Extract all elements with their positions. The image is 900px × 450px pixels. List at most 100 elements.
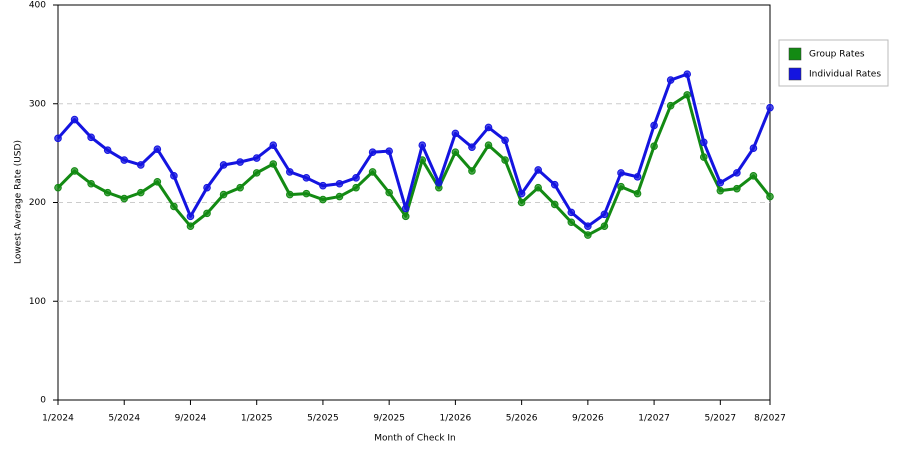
data-point: [401, 204, 410, 213]
data-point: [617, 182, 625, 191]
data-point: [401, 212, 410, 221]
data-point: [501, 156, 509, 164]
data-point: [534, 183, 542, 192]
data-point: [650, 121, 658, 130]
data-point: [517, 198, 526, 207]
data-point: [236, 183, 244, 192]
data-point: [733, 184, 741, 193]
data-point: [451, 129, 460, 138]
data-point: [153, 145, 162, 153]
data-point: [103, 188, 112, 197]
data-point: [352, 183, 360, 192]
data-point: [468, 143, 476, 151]
data-point: [170, 202, 178, 211]
x-tick-label: 5/2024: [108, 414, 140, 424]
data-point: [136, 161, 145, 169]
x-tick-label: 1/2025: [241, 414, 273, 424]
data-point: [633, 173, 642, 181]
data-point: [699, 153, 708, 161]
data-point: [550, 180, 559, 189]
data-point: [385, 188, 393, 197]
y-tick-label: 300: [29, 99, 46, 109]
data-point: [236, 158, 244, 166]
data-point: [203, 209, 211, 218]
data-point: [550, 200, 559, 209]
data-point: [451, 148, 460, 156]
y-tick-label: 0: [40, 396, 46, 406]
data-point: [418, 141, 427, 150]
data-point: [633, 189, 642, 198]
data-point: [501, 136, 509, 145]
x-tick-label: 1/2026: [440, 414, 472, 424]
data-point: [286, 168, 294, 176]
legend-label: Individual Rates: [809, 70, 881, 80]
x-tick-label: 9/2025: [373, 414, 405, 424]
data-point: [385, 147, 393, 155]
data-point: [666, 76, 675, 84]
data-point: [136, 188, 145, 197]
data-point: [219, 190, 228, 199]
data-point: [567, 208, 576, 217]
y-tick-label: 200: [29, 198, 46, 208]
data-point: [286, 190, 294, 199]
data-point: [584, 222, 592, 230]
data-point: [153, 177, 162, 186]
data-point: [186, 222, 195, 230]
data-point: [584, 231, 592, 239]
data-point: [252, 154, 261, 162]
data-point: [733, 169, 741, 177]
data-point: [352, 174, 360, 182]
data-point: [534, 166, 542, 174]
data-point: [269, 160, 278, 168]
data-point: [666, 101, 675, 110]
data-point: [87, 133, 95, 142]
x-tick-label: 9/2024: [175, 414, 207, 424]
y-tick-label: 100: [29, 297, 46, 307]
legend-swatch: [788, 67, 802, 81]
data-point: [186, 212, 195, 221]
data-point: [484, 123, 493, 132]
x-tick-label: 9/2026: [572, 414, 604, 424]
data-point: [617, 169, 625, 177]
data-point: [120, 156, 129, 164]
data-point: [335, 192, 344, 201]
data-point: [70, 167, 79, 175]
x-tick-label: 5/2027: [704, 414, 736, 424]
data-point: [87, 179, 95, 188]
data-point: [650, 142, 658, 151]
data-point: [302, 174, 311, 182]
series-line: [56, 72, 772, 228]
x-tick-label: 5/2026: [506, 414, 538, 424]
data-point: [302, 189, 311, 198]
x-tick-label: 5/2025: [307, 414, 339, 424]
data-point: [766, 192, 774, 201]
series-line: [56, 93, 772, 237]
data-point: [699, 138, 708, 147]
data-point: [368, 148, 377, 156]
y-axis-label: Lowest Average Rate (USD): [14, 140, 24, 264]
data-point: [683, 91, 692, 99]
data-point: [319, 181, 327, 190]
data-point: [716, 178, 725, 187]
data-point: [54, 134, 62, 143]
data-point: [749, 144, 758, 152]
data-point: [716, 186, 725, 195]
x-tick-label: 1/2024: [42, 414, 74, 424]
data-point: [335, 179, 344, 188]
data-point: [468, 167, 476, 175]
data-point: [600, 222, 609, 230]
x-tick-label: 1/2027: [638, 414, 670, 424]
data-point: [600, 210, 609, 219]
data-point: [219, 161, 228, 169]
x-tick-label: 8/2027: [754, 414, 786, 424]
legend-label: Group Rates: [809, 50, 865, 60]
data-point: [683, 70, 692, 78]
data-point: [517, 189, 526, 198]
data-point: [203, 183, 211, 192]
data-point: [269, 141, 278, 150]
data-point: [368, 168, 377, 176]
data-point: [252, 169, 261, 177]
x-axis-label: Month of Check In: [374, 434, 456, 444]
data-point: [435, 178, 443, 187]
